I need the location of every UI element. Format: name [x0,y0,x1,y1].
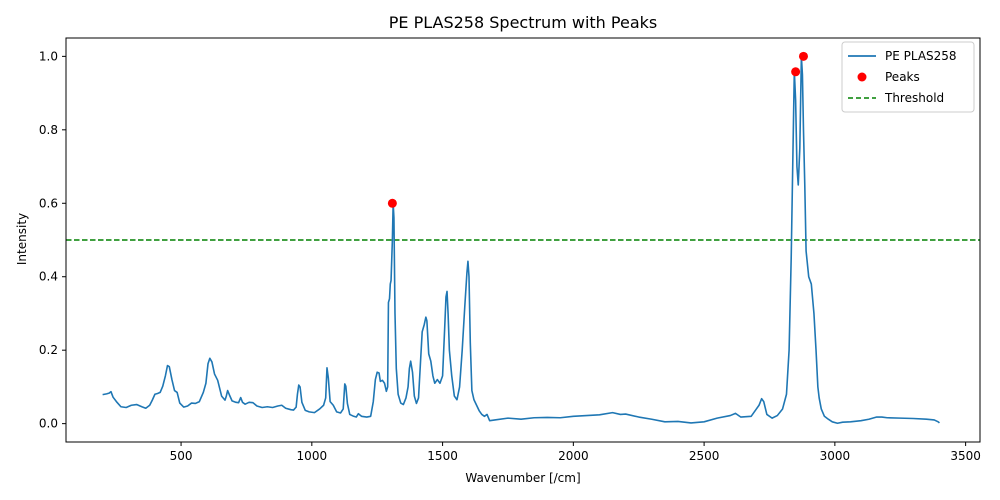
y-tick-label: 0.6 [39,196,58,210]
axes: 500 1000 1500 2000 2500 3000 3500 0.0 0.2 0.4 0.6 0… [39,37,981,463]
peak-point [791,67,801,77]
peak-point [387,198,397,208]
x-tick-label: 2000 [558,449,589,463]
y-tick-label: 0.2 [39,343,58,357]
x-tick-label: 3500 [950,449,981,463]
y-tick-label: 0.4 [39,270,58,284]
legend: PE PLAS258 Peaks Threshold [841,41,975,113]
peak-point [798,51,808,61]
legend-peak-swatch [857,72,867,82]
x-axis-label: Wavenumber [/cm] [465,471,580,485]
legend-entry-series: PE PLAS258 [885,49,957,63]
axes-frame [65,37,981,443]
x-tick-label: 500 [170,449,193,463]
x-tick-label: 3000 [820,449,851,463]
legend-box [841,41,975,113]
chart-title: PE PLAS258 Spectrum with Peaks [389,13,657,32]
legend-entry-threshold: Threshold [884,91,944,105]
y-tick-label: 0.8 [39,123,58,137]
x-tick-label: 1000 [297,449,328,463]
x-tick-label: 2500 [689,449,720,463]
legend-entry-peaks: Peaks [885,70,920,84]
x-tick-label: 1500 [427,449,458,463]
spectrum-line [102,55,940,425]
plot-area [66,51,980,425]
y-tick-label: 0.0 [39,417,58,431]
y-tick-label: 1.0 [39,49,58,63]
y-axis-label: Intensity [15,213,29,265]
